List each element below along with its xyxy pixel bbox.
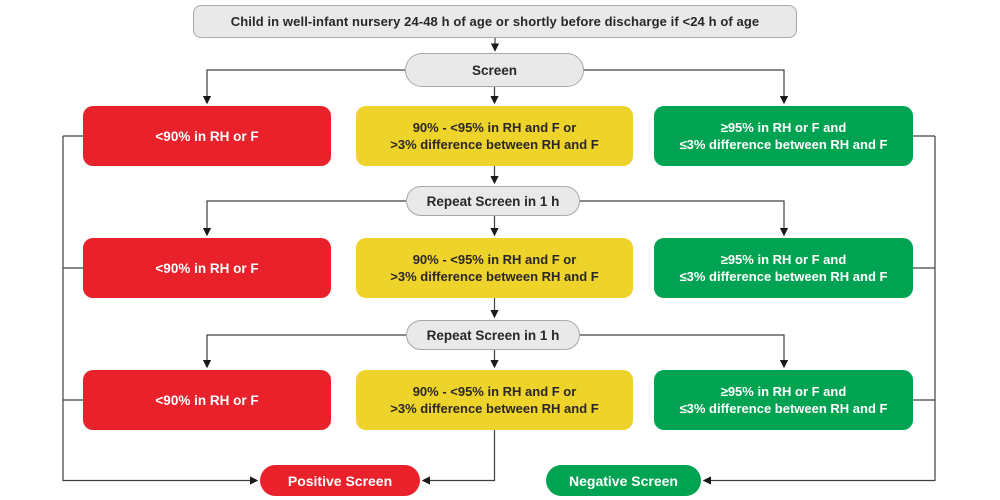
connector-repeat2-to-red3 — [202, 334, 406, 369]
connector-repeat1-to-red2 — [202, 200, 406, 237]
borderline-criteria-line2: >3% difference between RH and F — [390, 401, 599, 416]
negative-criteria-line2: ≤3% difference between RH and F — [679, 401, 888, 416]
left-rail-to-positive — [62, 136, 259, 485]
negative-screen-result-pill: Negative Screen — [546, 465, 701, 496]
positive-criteria-box-row2: <90% in RH or F — [83, 238, 331, 298]
right-rail-to-negative — [702, 136, 936, 485]
positive-screen-result-pill: Positive Screen — [260, 465, 420, 496]
repeat-screen-pill-1: Repeat Screen in 1 h — [406, 186, 580, 216]
connector-repeat1-to-green2 — [580, 200, 789, 237]
borderline-criteria-line2: >3% difference between RH and F — [390, 137, 599, 152]
borderline-criteria-line1: 90% - <95% in RH and F or — [412, 384, 577, 399]
borderline-criteria-line1: 90% - <95% in RH and F or — [412, 120, 577, 135]
negative-criteria-box-row2: ≥95% in RH or F and ≤3% difference betwe… — [654, 238, 913, 298]
borderline-criteria-box-row3: 90% - <95% in RH and F or >3% difference… — [356, 370, 633, 430]
connector-screen-to-red1 — [202, 69, 405, 105]
screen-step-pill: Screen — [405, 53, 584, 87]
connector-screen-to-green1 — [584, 69, 789, 105]
negative-criteria-line1: ≥95% in RH or F and — [720, 120, 847, 135]
repeat-screen-pill-2: Repeat Screen in 1 h — [406, 320, 580, 350]
connector-repeat2-to-green3 — [580, 334, 789, 369]
negative-criteria-line1: ≥95% in RH or F and — [720, 252, 847, 267]
negative-criteria-line2: ≤3% difference between RH and F — [679, 137, 888, 152]
negative-criteria-box-row3: ≥95% in RH or F and ≤3% difference betwe… — [654, 370, 913, 430]
positive-criteria-box-row3: <90% in RH or F — [83, 370, 331, 430]
borderline-criteria-line1: 90% - <95% in RH and F or — [412, 252, 577, 267]
negative-criteria-line1: ≥95% in RH or F and — [720, 384, 847, 399]
connector-yellow3-to-positive — [421, 430, 496, 485]
positive-criteria-box-row1: <90% in RH or F — [83, 106, 331, 166]
negative-criteria-line2: ≤3% difference between RH and F — [679, 269, 888, 284]
borderline-criteria-box-row2: 90% - <95% in RH and F or >3% difference… — [356, 238, 633, 298]
start-condition-box: Child in well-infant nursery 24-48 h of … — [193, 5, 797, 38]
negative-criteria-box-row1: ≥95% in RH or F and ≤3% difference betwe… — [654, 106, 913, 166]
borderline-criteria-box-row1: 90% - <95% in RH and F or >3% difference… — [356, 106, 633, 166]
borderline-criteria-line2: >3% difference between RH and F — [390, 269, 599, 284]
